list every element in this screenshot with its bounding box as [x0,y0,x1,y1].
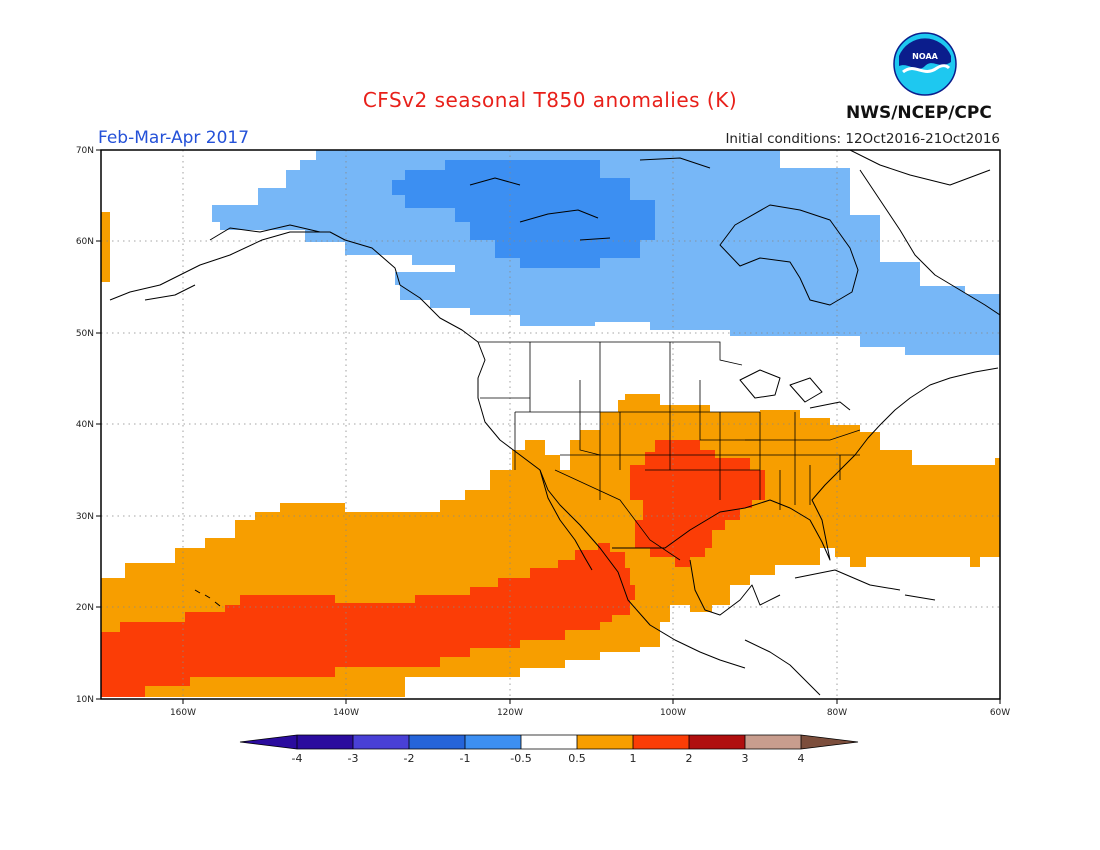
lon-label: 160W [170,708,196,718]
lon-label: 60W [990,708,1010,718]
agency-label: NWS/NCEP/CPC [846,103,992,123]
colorbar-swatch [353,735,409,749]
colorbar-label: 2 [686,752,693,765]
anomaly-region-warm-plains [630,440,765,567]
lat-label: 70N [76,146,94,156]
colorbar-label: 0.5 [568,752,586,765]
lon-label: 80W [827,708,847,718]
colorbar: -4 -3 -2 -1 -0.5 0.5 1 2 3 4 [239,734,859,765]
colorbar-swatch [409,735,465,749]
lat-label: 60N [76,237,94,247]
colorbar-swatch [745,735,801,749]
forecast-period: Feb-Mar-Apr 2017 [98,128,250,148]
colorbar-swatch [801,735,858,749]
lon-label: 140W [333,708,359,718]
colorbar-label: 1 [630,752,637,765]
colorbar-label: -1 [460,752,471,765]
axis-ticks [96,149,1001,704]
chart-title: CFSv2 seasonal T850 anomalies (K) [362,88,738,112]
lat-label: 10N [76,695,94,705]
colorbar-label: 4 [798,752,805,765]
colorbar-swatch [689,735,745,749]
graticule [101,150,1000,699]
colorbar-swatch [465,735,521,749]
colorbar-label: -4 [292,752,303,765]
colorbar-swatch [633,735,689,749]
lon-label: 100W [660,708,686,718]
colorbar-label: -3 [348,752,359,765]
colorbar-swatch [577,735,633,749]
colorbar-label: 3 [742,752,749,765]
anomaly-shading [101,150,1000,697]
lat-label: 30N [76,512,94,522]
lon-label: 120W [497,708,523,718]
anomaly-region-cold-core [392,160,655,268]
anomaly-region-warm-edge [101,212,110,282]
colorbar-label: -2 [404,752,415,765]
colorbar-swatch [297,735,353,749]
lat-label: 50N [76,329,94,339]
lat-label: 20N [76,603,94,613]
colorbar-label: -0.5 [510,752,531,765]
political-borders [478,341,861,561]
anomaly-region-warm-pacific [101,543,635,697]
longitude-labels: 160W 140W 120W 100W 80W 60W [170,708,1010,718]
colorbar-swatch [521,735,577,749]
logo-text: NOAA [912,52,938,61]
coastlines [109,150,1000,696]
noaa-logo: NOAA [893,32,957,96]
latitude-labels: 70N 60N 50N 40N 30N 20N 10N [76,146,94,705]
initial-conditions: Initial conditions: 12Oct2016-21Oct2016 [725,131,1000,147]
lat-label: 40N [76,420,94,430]
colorbar-swatch [240,735,297,749]
